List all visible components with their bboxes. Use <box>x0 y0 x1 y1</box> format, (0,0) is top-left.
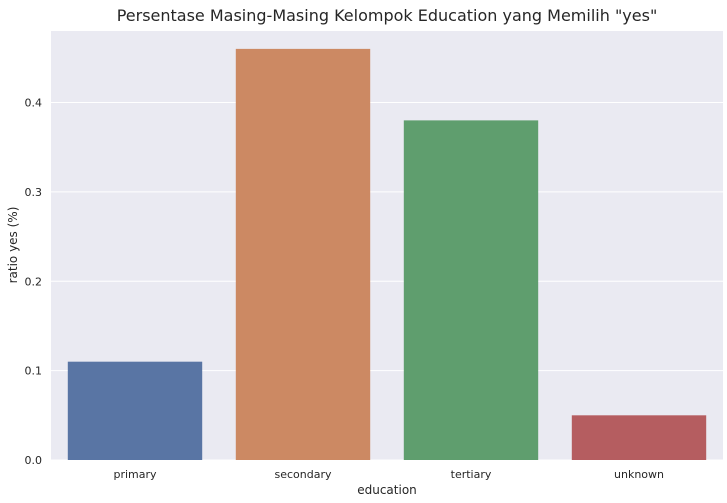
y-axis-label: ratio yes (%) <box>6 207 20 284</box>
x-tick-label: primary <box>113 468 157 481</box>
bar-primary <box>67 361 203 460</box>
x-tick-label: secondary <box>274 468 331 481</box>
x-axis-label: education <box>357 483 417 497</box>
y-tick-label: 0.4 <box>25 97 43 110</box>
y-tick-label: 0.0 <box>25 454 43 467</box>
x-tick-label: tertiary <box>451 468 492 481</box>
bar-secondary <box>235 48 371 460</box>
y-tick-label: 0.1 <box>25 365 43 378</box>
bars <box>67 48 707 460</box>
y-tick-labels: 0.0 0.1 0.2 0.3 0.4 <box>25 97 43 468</box>
bar-tertiary <box>403 120 539 460</box>
bar-unknown <box>571 415 707 460</box>
y-tick-label: 0.3 <box>25 186 43 199</box>
x-tick-labels: primary secondary tertiary unknown <box>113 468 664 481</box>
y-tick-label: 0.2 <box>25 275 43 288</box>
x-tick-label: unknown <box>614 468 664 481</box>
chart-title: Persentase Masing-Masing Kelompok Educat… <box>117 6 658 25</box>
